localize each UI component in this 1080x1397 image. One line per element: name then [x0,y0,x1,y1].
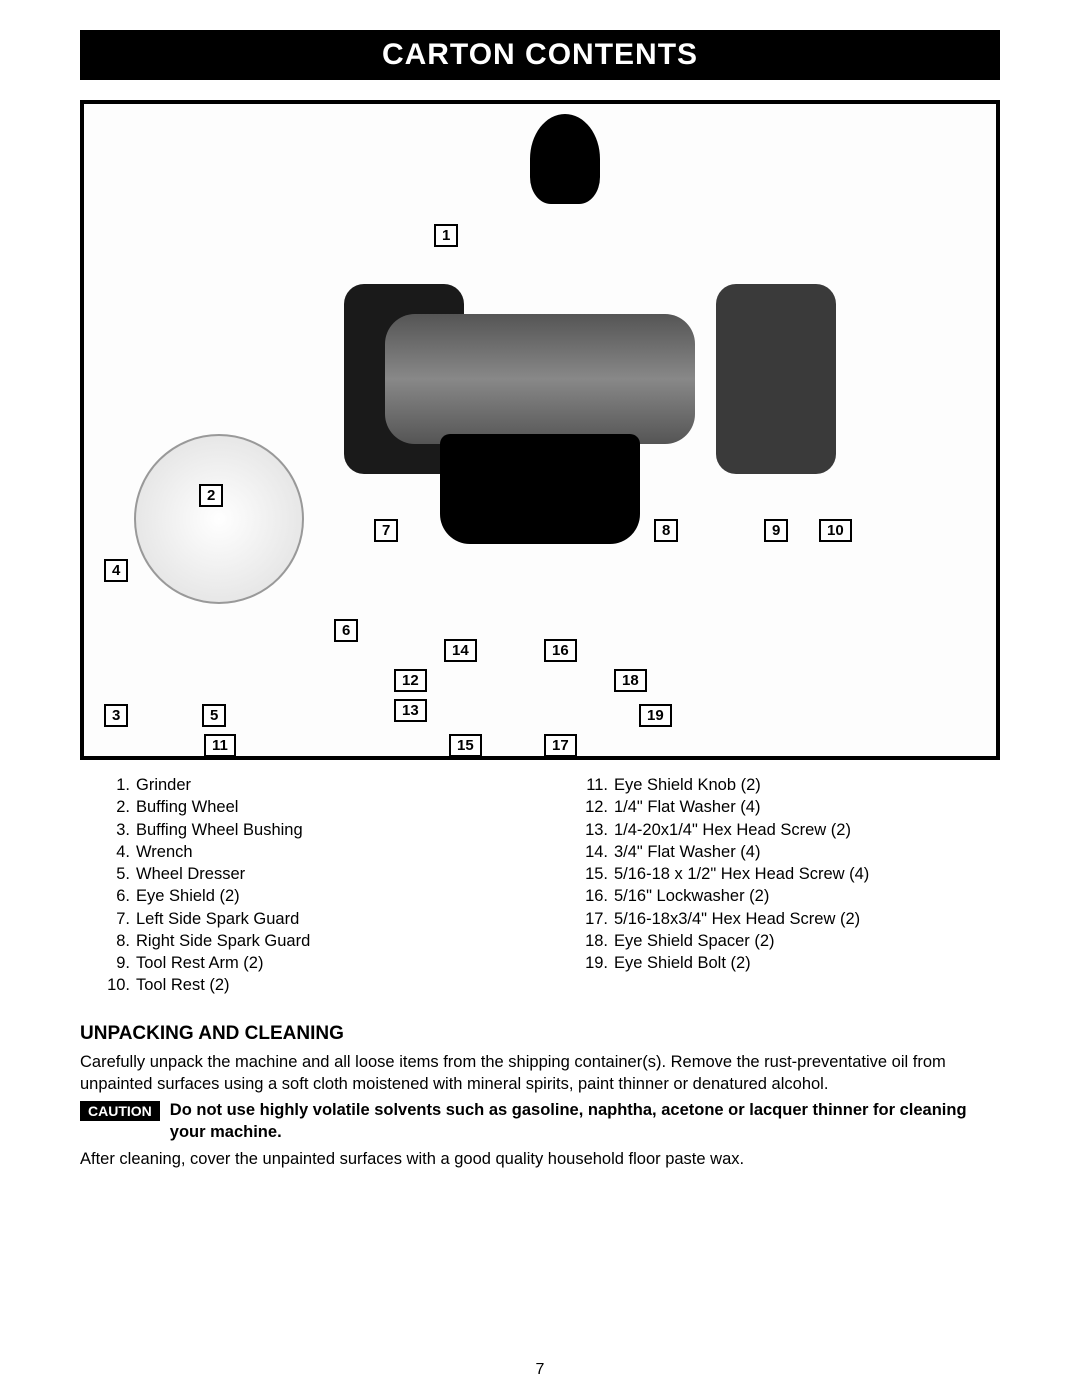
parts-list-item: 19.Eye Shield Bolt (2) [582,952,1000,974]
caution-text: Do not use highly volatile solvents such… [170,1099,1000,1144]
parts-item-number: 16. [582,885,614,907]
parts-item-number: 6. [104,885,136,907]
parts-list-item: 8.Right Side Spark Guard [104,930,522,952]
parts-list-item: 14.3/4" Flat Washer (4) [582,841,1000,863]
parts-item-number: 12. [582,796,614,818]
callout-8: 8 [654,519,678,542]
parts-item-number: 15. [582,863,614,885]
parts-item-number: 1. [104,774,136,796]
callout-11: 11 [204,734,236,757]
parts-list-item: 4.Wrench [104,841,522,863]
parts-item-text: Buffing Wheel Bushing [136,819,303,841]
parts-item-number: 4. [104,841,136,863]
callout-19: 19 [639,704,672,727]
parts-item-text: Buffing Wheel [136,796,238,818]
parts-item-text: Eye Shield Spacer (2) [614,930,775,952]
parts-list-item: 17.5/16-18x3/4" Hex Head Screw (2) [582,908,1000,930]
parts-item-text: Wheel Dresser [136,863,245,885]
parts-list-item: 11.Eye Shield Knob (2) [582,774,1000,796]
parts-list-item: 18.Eye Shield Spacer (2) [582,930,1000,952]
callout-18: 18 [614,669,647,692]
callout-2: 2 [199,484,223,507]
parts-item-number: 8. [104,930,136,952]
callout-15: 15 [449,734,482,757]
parts-item-text: Grinder [136,774,191,796]
parts-list-item: 6.Eye Shield (2) [104,885,522,907]
parts-item-number: 18. [582,930,614,952]
parts-item-number: 14. [582,841,614,863]
parts-item-text: Wrench [136,841,193,863]
diagram-wheel-right [716,284,836,474]
parts-item-text: 5/16-18x3/4" Hex Head Screw (2) [614,908,860,930]
unpacking-heading: UNPACKING AND CLEANING [80,1023,1000,1045]
callout-10: 10 [819,519,852,542]
page-number: 7 [536,1361,545,1379]
callout-1: 1 [434,224,458,247]
parts-item-text: Tool Rest Arm (2) [136,952,263,974]
callout-3: 3 [104,704,128,727]
caution-block: CAUTION Do not use highly volatile solve… [80,1099,1000,1144]
parts-item-text: 1/4-20x1/4" Hex Head Screw (2) [614,819,851,841]
parts-item-text: 5/16-18 x 1/2" Hex Head Screw (4) [614,863,869,885]
parts-item-text: 1/4" Flat Washer (4) [614,796,760,818]
parts-item-number: 3. [104,819,136,841]
carton-diagram: 1 2 3 4 5 6 7 8 9 10 11 12 13 14 15 16 1… [80,100,1000,760]
callout-6: 6 [334,619,358,642]
parts-item-number: 13. [582,819,614,841]
parts-item-text: Right Side Spark Guard [136,930,310,952]
parts-item-number: 5. [104,863,136,885]
diagram-motor [385,314,695,444]
parts-list-item: 7.Left Side Spark Guard [104,908,522,930]
parts-item-text: Eye Shield Knob (2) [614,774,761,796]
parts-item-text: Tool Rest (2) [136,974,230,996]
parts-item-text: Eye Shield Bolt (2) [614,952,751,974]
parts-list-item: 10.Tool Rest (2) [104,974,522,996]
parts-list-item: 16.5/16" Lockwasher (2) [582,885,1000,907]
parts-list-left: 1.Grinder2.Buffing Wheel3.Buffing Wheel … [104,774,522,997]
parts-item-number: 17. [582,908,614,930]
callout-13: 13 [394,699,427,722]
parts-item-number: 7. [104,908,136,930]
parts-list-item: 13.1/4-20x1/4" Hex Head Screw (2) [582,819,1000,841]
parts-list-item: 1.Grinder [104,774,522,796]
parts-list-item: 2.Buffing Wheel [104,796,522,818]
parts-item-text: Eye Shield (2) [136,885,240,907]
section-title: CARTON CONTENTS [80,30,1000,80]
callout-7: 7 [374,519,398,542]
callout-17: 17 [544,734,577,757]
callout-12: 12 [394,669,427,692]
callout-5: 5 [202,704,226,727]
diagram-base [440,434,640,544]
parts-item-number: 11. [582,774,614,796]
diagram-buffing-wheel [134,434,304,604]
callout-4: 4 [104,559,128,582]
parts-list-item: 12.1/4" Flat Washer (4) [582,796,1000,818]
callout-16: 16 [544,639,577,662]
parts-list-right: 11.Eye Shield Knob (2)12.1/4" Flat Washe… [582,774,1000,997]
parts-list-item: 3.Buffing Wheel Bushing [104,819,522,841]
parts-list: 1.Grinder2.Buffing Wheel3.Buffing Wheel … [104,774,1000,997]
parts-item-text: 5/16" Lockwasher (2) [614,885,769,907]
parts-item-text: Left Side Spark Guard [136,908,299,930]
parts-item-number: 2. [104,796,136,818]
caution-badge: CAUTION [80,1101,160,1121]
unpacking-paragraph-1: Carefully unpack the machine and all loo… [80,1051,1000,1096]
callout-14: 14 [444,639,477,662]
diagram-lamp [530,114,600,204]
parts-list-item: 15.5/16-18 x 1/2" Hex Head Screw (4) [582,863,1000,885]
unpacking-paragraph-2: After cleaning, cover the unpainted surf… [80,1148,1000,1170]
parts-item-text: 3/4" Flat Washer (4) [614,841,760,863]
parts-list-item: 5.Wheel Dresser [104,863,522,885]
callout-9: 9 [764,519,788,542]
parts-item-number: 19. [582,952,614,974]
parts-item-number: 9. [104,952,136,974]
parts-list-item: 9.Tool Rest Arm (2) [104,952,522,974]
parts-item-number: 10. [104,974,136,996]
